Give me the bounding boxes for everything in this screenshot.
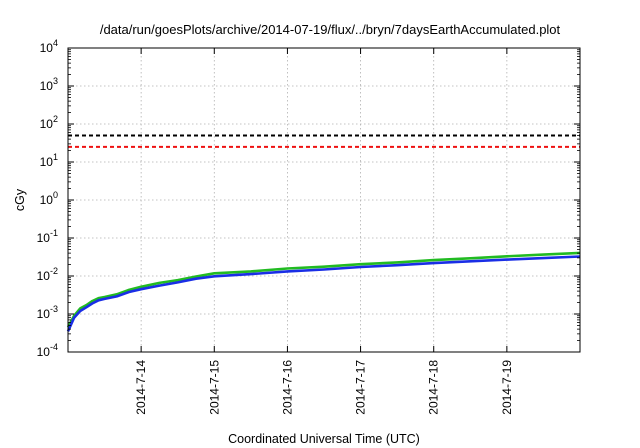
y-tick-label: 10-4 xyxy=(37,342,58,359)
y-tick-label: 102 xyxy=(40,114,58,131)
chart-title: /data/run/goesPlots/archive/2014-07-19/f… xyxy=(100,22,561,37)
y-tick-label: 10-3 xyxy=(37,304,58,321)
x-tick-label: 2014-7-16 xyxy=(280,360,294,415)
x-axis-ticks: 2014-7-14 2014-7-15 2014-7-16 2014-7-17 2014… xyxy=(134,48,514,415)
y-tick-label: 101 xyxy=(40,152,58,169)
threshold-lines xyxy=(68,134,580,148)
x-axis-label: Coordinated Universal Time (UTC) xyxy=(228,432,420,446)
y-tick-label: 10-2 xyxy=(37,266,58,283)
y-tick-label: 104 xyxy=(40,38,58,55)
series-lines xyxy=(66,251,581,332)
y-tick-label: 103 xyxy=(40,76,58,93)
x-tick-label: 2014-7-14 xyxy=(134,360,148,415)
series-line xyxy=(66,251,581,328)
series-line xyxy=(66,255,581,332)
x-tick-label: 2014-7-15 xyxy=(207,360,221,415)
grid xyxy=(68,48,580,352)
y-axis-ticks: 10-4 10-3 10-2 10-1 100 101 102 103 104 xyxy=(37,38,580,359)
x-tick-label: 2014-7-17 xyxy=(354,360,368,415)
y-tick-label: 100 xyxy=(40,190,58,207)
y-axis-label: cGy xyxy=(13,188,27,211)
x-tick-label: 2014-7-18 xyxy=(427,360,441,415)
y-tick-label: 10-1 xyxy=(37,228,58,245)
x-tick-label: 2014-7-19 xyxy=(500,360,514,415)
